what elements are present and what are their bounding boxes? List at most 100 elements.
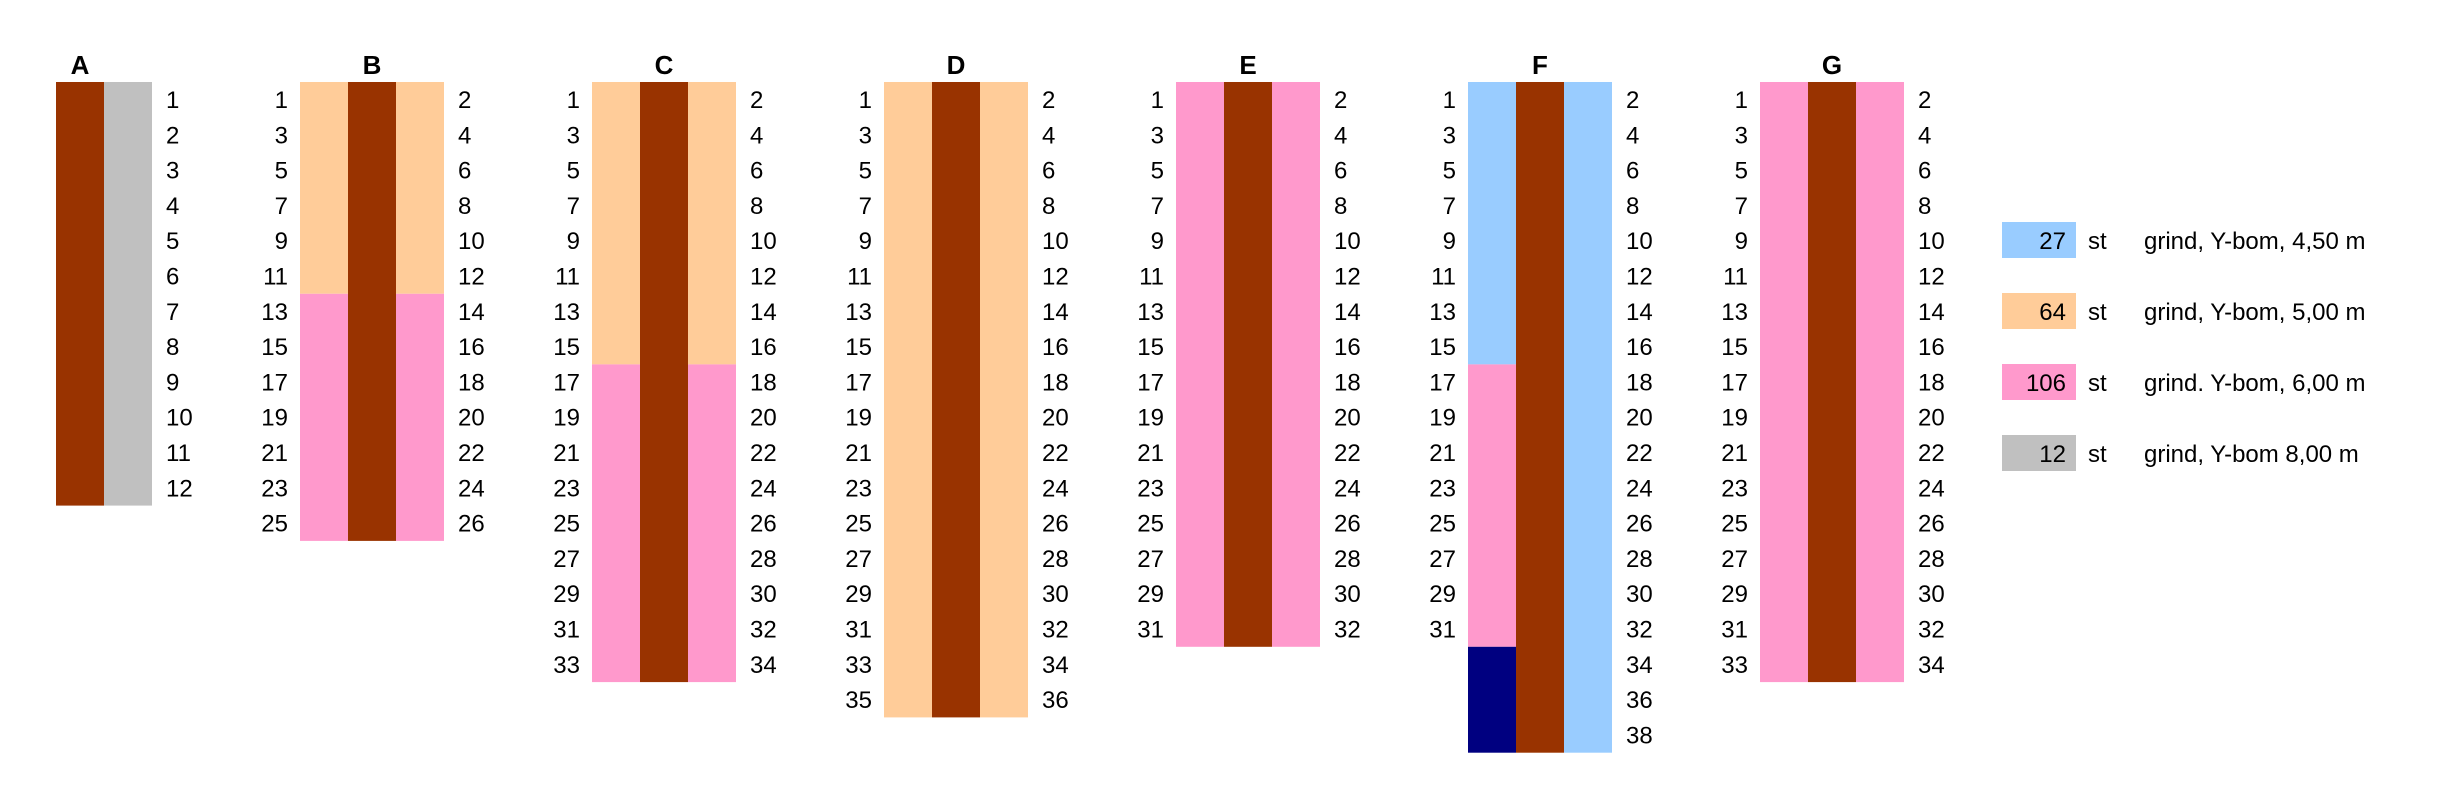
pier-walkway — [1516, 82, 1564, 753]
berth-number-right: 12 — [1042, 264, 1069, 291]
berth-number-right: 6 — [1334, 158, 1347, 185]
berth-number-left: 17 — [1137, 369, 1164, 396]
berth-number-left: 13 — [553, 299, 580, 326]
berth-number-left: 23 — [1721, 475, 1748, 502]
berth-number-right: 8 — [750, 193, 763, 220]
berth-band-right-peach — [980, 82, 1028, 718]
berth-number-right: 18 — [1042, 369, 1069, 396]
berth-number-left: 25 — [845, 511, 872, 538]
berth-band-left-lightblue — [1468, 82, 1516, 365]
berth-number-left: 3 — [1735, 122, 1748, 149]
berth-number-left: 23 — [1429, 475, 1456, 502]
berth-number-right: 2 — [750, 87, 763, 114]
berth-number-left: 5 — [567, 158, 580, 185]
berth-number-right: 22 — [1042, 440, 1069, 467]
berth-number-right: 24 — [1334, 475, 1361, 502]
berth-number-left: 19 — [1429, 405, 1456, 432]
berth-number-right: 34 — [1042, 652, 1069, 679]
berth-number-left: 25 — [261, 511, 288, 538]
berth-number-right: 26 — [1334, 511, 1361, 538]
berth-number-right: 34 — [1918, 652, 1945, 679]
berth-number-left: 5 — [275, 158, 288, 185]
berth-number-left: 25 — [1137, 511, 1164, 538]
berth-number-left: 7 — [567, 193, 580, 220]
berth-number-right: 10 — [1042, 228, 1069, 255]
berth-number-left: 17 — [845, 369, 872, 396]
berth-number-right: 5 — [166, 228, 179, 255]
berth-number-right: 12 — [166, 475, 193, 502]
berth-number-right: 28 — [1918, 546, 1945, 573]
berth-number-left: 5 — [1151, 158, 1164, 185]
berth-number-right: 12 — [458, 264, 485, 291]
berth-number-right: 30 — [1042, 581, 1069, 608]
berth-number-right: 12 — [1918, 264, 1945, 291]
legend-unit: st — [2088, 228, 2107, 255]
legend-count: 64 — [2039, 299, 2066, 326]
berth-number-left: 13 — [1429, 299, 1456, 326]
berth-number-right: 34 — [1626, 652, 1653, 679]
berth-number-left: 11 — [555, 264, 580, 291]
berth-number-left: 1 — [1735, 87, 1748, 114]
berth-number-left: 7 — [1443, 193, 1456, 220]
berth-number-right: 2 — [1918, 87, 1931, 114]
berth-number-left: 7 — [1151, 193, 1164, 220]
berth-number-right: 2 — [458, 87, 471, 114]
berth-number-left: 11 — [263, 264, 288, 291]
legend-count: 12 — [2039, 441, 2066, 468]
berth-number-right: 18 — [1334, 369, 1361, 396]
berth-number-right: 28 — [750, 546, 777, 573]
legend-unit: st — [2088, 441, 2107, 468]
berth-number-right: 4 — [1918, 122, 1931, 149]
berth-number-left: 1 — [1443, 87, 1456, 114]
pier-walkway — [56, 82, 104, 506]
berth-number-right: 10 — [166, 405, 193, 432]
berth-number-left: 9 — [567, 228, 580, 255]
berth-number-right: 3 — [166, 158, 179, 185]
berth-number-right: 26 — [1042, 511, 1069, 538]
berth-number-left: 9 — [1151, 228, 1164, 255]
berth-number-right: 9 — [166, 369, 179, 396]
berth-number-left: 13 — [845, 299, 872, 326]
berth-number-right: 16 — [1626, 334, 1653, 361]
pier-walkway — [348, 82, 396, 541]
berth-number-left: 3 — [859, 122, 872, 149]
berth-band-right-peach — [688, 82, 736, 365]
legend-description: grind. Y-bom, 6,00 m — [2144, 370, 2365, 397]
berth-band-right-gray — [104, 82, 152, 506]
berth-number-right: 24 — [750, 475, 777, 502]
berth-number-left: 23 — [553, 475, 580, 502]
berth-number-right: 8 — [458, 193, 471, 220]
berth-number-right: 14 — [1626, 299, 1653, 326]
legend-count: 27 — [2039, 228, 2066, 255]
berth-number-right: 26 — [750, 511, 777, 538]
berth-number-left: 17 — [261, 369, 288, 396]
berth-number-left: 29 — [1721, 581, 1748, 608]
berth-number-right: 16 — [1918, 334, 1945, 361]
berth-number-left: 9 — [859, 228, 872, 255]
berth-number-left: 11 — [1431, 264, 1456, 291]
berth-number-left: 15 — [261, 334, 288, 361]
berth-number-left: 21 — [1721, 440, 1748, 467]
pier-walkway — [640, 82, 688, 683]
berth-number-right: 4 — [1626, 122, 1639, 149]
berth-number-left: 31 — [553, 617, 580, 644]
pier-c: C135791113151719212325272931332468101214… — [553, 50, 777, 683]
berth-number-right: 26 — [1918, 511, 1945, 538]
berth-number-right: 32 — [1042, 617, 1069, 644]
berth-number-left: 23 — [1137, 475, 1164, 502]
pier-walkway — [932, 82, 980, 718]
berth-number-right: 11 — [166, 440, 191, 467]
pier-title: B — [363, 50, 382, 80]
berth-number-left: 25 — [553, 511, 580, 538]
legend-unit: st — [2088, 299, 2107, 326]
berth-number-right: 14 — [1918, 299, 1945, 326]
berth-number-left: 11 — [1139, 264, 1164, 291]
berth-number-left: 27 — [1429, 546, 1456, 573]
pier-walkway — [1224, 82, 1272, 647]
legend-item: 64 st grind, Y-bom, 5,00 m — [2002, 293, 2365, 329]
pier-title: C — [655, 50, 674, 80]
berth-number-left: 33 — [553, 652, 580, 679]
berth-number-right: 1 — [166, 87, 179, 114]
berth-number-right: 20 — [750, 405, 777, 432]
legend-swatch — [2002, 222, 2076, 258]
